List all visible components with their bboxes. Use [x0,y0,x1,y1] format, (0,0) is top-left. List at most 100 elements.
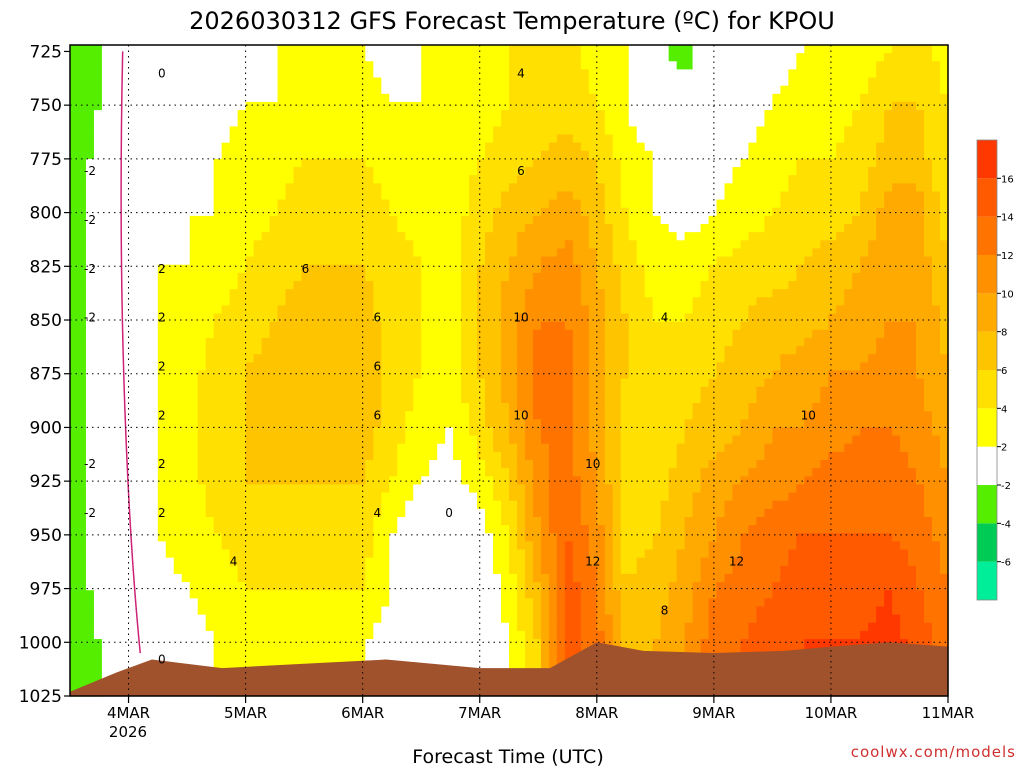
temperature-cell [389,264,398,274]
temperature-cell [261,183,271,193]
temperature-cell [588,321,598,331]
temperature-cell [173,85,183,95]
temperature-cell [125,378,135,388]
temperature-cell [285,191,295,201]
temperature-cell [548,191,558,201]
temperature-cell [628,313,638,323]
temperature-cell [612,61,622,71]
temperature-cell [532,280,542,290]
temperature-cell [884,386,893,396]
temperature-cell [940,386,949,396]
temperature-cell [325,175,334,184]
temperature-cell [852,126,861,136]
temperature-cell [333,354,342,363]
temperature-cell [77,272,87,282]
temperature-cell [916,256,925,266]
temperature-cell [373,85,382,95]
temperature-cell [932,370,941,380]
temperature-cell [924,167,933,176]
temperature-cell [652,337,662,347]
temperature-cell [916,77,925,87]
temperature-cell [708,354,718,363]
temperature-cell [253,150,263,160]
temperature-cell [70,53,79,62]
temperature-cell [820,362,829,372]
temperature-cell [229,77,239,87]
temperature-cell [700,142,710,152]
temperature-cell [708,167,718,176]
temperature-cell [724,329,734,339]
temperature-cell [349,175,358,184]
temperature-cell [285,232,295,241]
temperature-cell [253,110,263,119]
temperature-cell [133,207,143,217]
temperature-cell [245,175,255,184]
temperature-cell [501,280,510,290]
temperature-cell [493,85,502,95]
temperature-cell [748,386,758,396]
temperature-cell [628,403,638,412]
temperature-cell [772,77,781,87]
temperature-cell [373,248,382,258]
temperature-cell [660,134,670,144]
temperature-cell [788,110,797,119]
temperature-cell [940,167,949,176]
temperature-cell [676,53,686,62]
temperature-cell [493,264,502,274]
temperature-cell [756,362,766,372]
temperature-cell [93,329,103,339]
temperature-cell [333,175,342,184]
temperature-cell [580,248,590,258]
temperature-cell [189,207,199,217]
temperature-cell [748,264,758,274]
temperature-cell [493,61,502,71]
temperature-cell [477,207,486,217]
temperature-cell [445,158,454,168]
temperature-cell [413,150,422,160]
temperature-cell [173,45,183,54]
temperature-cell [205,264,215,274]
temperature-cell [876,264,885,274]
temperature-cell [908,101,917,111]
temperature-cell [149,175,159,184]
temperature-cell [556,370,566,380]
temperature-cell [509,289,518,298]
temperature-cell [820,167,829,176]
temperature-cell [125,77,135,87]
temperature-cell [389,118,398,127]
temperature-cell [70,126,79,136]
temperature-cell [644,134,654,144]
temperature-cell [780,386,789,396]
temperature-cell [900,232,909,241]
temperature-cell [524,142,534,152]
temperature-cell [604,240,614,250]
temperature-cell [692,126,702,136]
temperature-cell [732,101,742,111]
temperature-cell [820,215,829,225]
temperature-cell [780,77,789,87]
temperature-cell [724,77,734,87]
temperature-cell [548,362,558,372]
temperature-cell [453,118,462,127]
temperature-cell [708,378,718,388]
temperature-cell [70,167,79,176]
temperature-cell [524,346,534,355]
temperature-cell [732,248,742,258]
temperature-cell [437,313,446,323]
temperature-cell [756,167,766,176]
temperature-cell [884,215,893,225]
temperature-cell [261,167,271,176]
temperature-cell [748,69,758,79]
temperature-cell [612,199,622,209]
temperature-cell [509,313,518,323]
temperature-cell [580,134,590,144]
temperature-cell [900,354,909,363]
temperature-cell [285,215,295,225]
temperature-cell [892,150,901,160]
temperature-cell [101,297,111,306]
temperature-cell [149,272,159,282]
temperature-cell [437,362,446,372]
temperature-cell [740,321,750,331]
temperature-cell [676,378,686,388]
temperature-cell [596,134,606,144]
